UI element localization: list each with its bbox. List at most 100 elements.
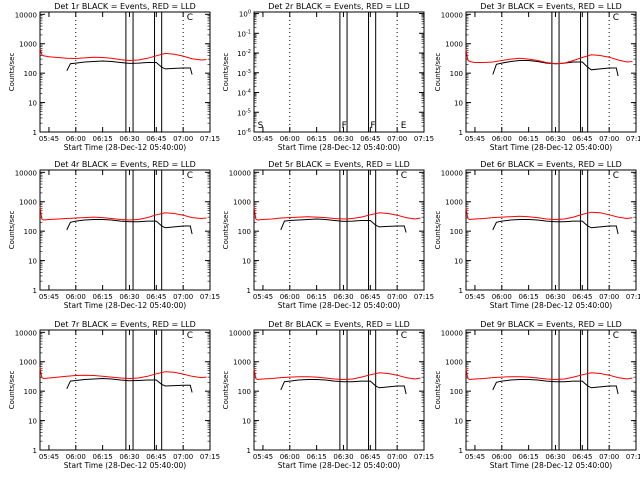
x-tick-label: 06:45 — [146, 293, 166, 301]
x-tick-label: 06:45 — [146, 453, 166, 461]
plot-frame — [253, 169, 425, 291]
x-axis-label: Start Time (28-Dec-12 05:40:00) — [64, 143, 186, 152]
y-tick-label: 10000 — [15, 11, 37, 19]
y-tick-label: 100 — [238, 388, 251, 396]
y-tick-label: 10-6 — [237, 128, 251, 137]
x-tick-label: 07:00 — [387, 293, 407, 301]
y-tick-label: 100 — [238, 228, 251, 236]
x-tick-label: 06:15 — [93, 453, 113, 461]
x-tick-label: 06:45 — [360, 135, 380, 143]
x-tick-label: 07:00 — [173, 293, 193, 301]
y-tick-label: 1 — [247, 447, 251, 455]
x-tick-label: 05:45 — [253, 293, 273, 301]
x-tick-label: 07:15 — [200, 453, 220, 461]
y-tick-label: 1000 — [233, 199, 251, 207]
chart-panel-1: Det 1r BLACK = Events, RED = LLD 1 10 100 10… — [8, 2, 220, 152]
plot-frame — [465, 169, 637, 291]
c-marker: C — [613, 331, 619, 341]
y-tick-label: 10 — [454, 100, 463, 108]
y-tick-label: 1000 — [445, 199, 463, 207]
x-tick-label: 05:45 — [465, 293, 485, 301]
x-tick-label: 06:15 — [307, 453, 327, 461]
x-tick-label: 06:45 — [360, 453, 380, 461]
chart-panel-8: Det 8r BLACK = Events, RED = LLD 1 10 100 10… — [222, 320, 434, 470]
events-series-line — [66, 377, 193, 393]
x-tick-label: 05:45 — [465, 453, 485, 461]
s-marker: S — [258, 121, 264, 131]
chart-title: Det 7r BLACK = Events, RED = LLD — [54, 320, 196, 329]
x-tick-label: 06:15 — [307, 293, 327, 301]
y-tick-label: 10 — [454, 258, 463, 266]
y-tick-label: 100 — [450, 388, 463, 396]
plot-frame — [39, 169, 211, 291]
chart-title: Det 5r BLACK = Events, RED = LLD — [268, 160, 410, 169]
lld-series-line — [39, 367, 207, 380]
x-tick-label: 06:30 — [333, 293, 353, 301]
plot-frame — [253, 11, 425, 133]
y-tick-label: 10000 — [441, 11, 463, 19]
x-tick-label: 07:00 — [387, 453, 407, 461]
x-tick-label: 06:00 — [492, 293, 512, 301]
y-tick-label: 1000 — [445, 359, 463, 367]
events-series-line — [280, 379, 407, 395]
c-marker: C — [401, 171, 407, 181]
y-axis-label: Counts/sec — [434, 211, 442, 250]
chart-panel-4: Det 4r BLACK = Events, RED = LLD 1 10 100 10… — [8, 160, 220, 310]
y-tick-label: 1 — [33, 129, 37, 137]
x-tick-label: 05:45 — [465, 135, 485, 143]
f-marker: F — [370, 121, 375, 131]
y-tick-label: 10-5 — [237, 108, 251, 117]
events-series-line — [492, 219, 619, 235]
events-series-line — [66, 219, 193, 235]
y-tick-label: 100 — [450, 70, 463, 78]
chart-title: Det 2r BLACK = Events, RED = LLD — [268, 2, 410, 11]
y-tick-label: 1 — [459, 447, 463, 455]
x-tick-label: 07:15 — [414, 293, 434, 301]
y-axis-label: Counts/sec — [8, 53, 16, 92]
x-tick-label: 06:15 — [519, 453, 539, 461]
c-marker: C — [187, 171, 193, 181]
chart-title: Det 6r BLACK = Events, RED = LLD — [480, 160, 622, 169]
x-tick-label: 07:15 — [414, 135, 434, 143]
plot-frame — [39, 11, 211, 133]
y-axis-label: Counts/sec — [434, 53, 442, 92]
x-tick-label: 07:15 — [626, 293, 640, 301]
y-tick-label: 1 — [247, 287, 251, 295]
chart-panel-9: Det 9r BLACK = Events, RED = LLD 1 10 100 10… — [434, 320, 640, 470]
x-axis-label: Start Time (28-Dec-12 05:40:00) — [278, 301, 400, 310]
y-axis-label: Counts/sec — [8, 211, 16, 250]
x-tick-label: 05:45 — [253, 135, 273, 143]
lld-series-line — [465, 207, 633, 221]
chart-title: Det 1r BLACK = Events, RED = LLD — [54, 2, 196, 11]
y-tick-label: 10 — [28, 258, 37, 266]
y-tick-label: 10000 — [229, 329, 251, 337]
lld-series-line — [465, 368, 633, 381]
x-tick-label: 06:00 — [492, 453, 512, 461]
events-series-line — [66, 60, 193, 75]
x-tick-label: 07:15 — [626, 135, 640, 143]
x-tick-label: 06:00 — [280, 135, 300, 143]
x-tick-label: 06:30 — [119, 135, 139, 143]
plot-frame — [465, 329, 637, 451]
x-tick-label: 07:00 — [387, 135, 407, 143]
plot-frame — [465, 11, 637, 133]
events-series-line — [492, 60, 619, 77]
x-axis-label: Start Time (28-Dec-12 05:40:00) — [64, 461, 186, 470]
y-tick-label: 1000 — [233, 359, 251, 367]
x-tick-label: 06:30 — [545, 453, 565, 461]
y-tick-label: 1 — [33, 447, 37, 455]
x-axis-label: Start Time (28-Dec-12 05:40:00) — [278, 461, 400, 470]
x-tick-label: 06:45 — [572, 293, 592, 301]
x-tick-label: 07:15 — [200, 135, 220, 143]
x-tick-label: 06:00 — [280, 453, 300, 461]
y-tick-label: 10000 — [229, 169, 251, 177]
x-tick-label: 07:00 — [173, 453, 193, 461]
chart-panel-5: Det 5r BLACK = Events, RED = LLD 1 10 100 10… — [222, 160, 434, 310]
chart-panel-2: Det 2r BLACK = Events, RED = LLD 10-6 10-5… — [222, 2, 434, 152]
x-tick-label: 05:45 — [39, 135, 59, 143]
lld-series-line — [253, 206, 421, 221]
lld-series-line — [465, 49, 633, 65]
y-tick-label: 1000 — [19, 199, 37, 207]
y-tick-label: 100 — [24, 70, 37, 78]
